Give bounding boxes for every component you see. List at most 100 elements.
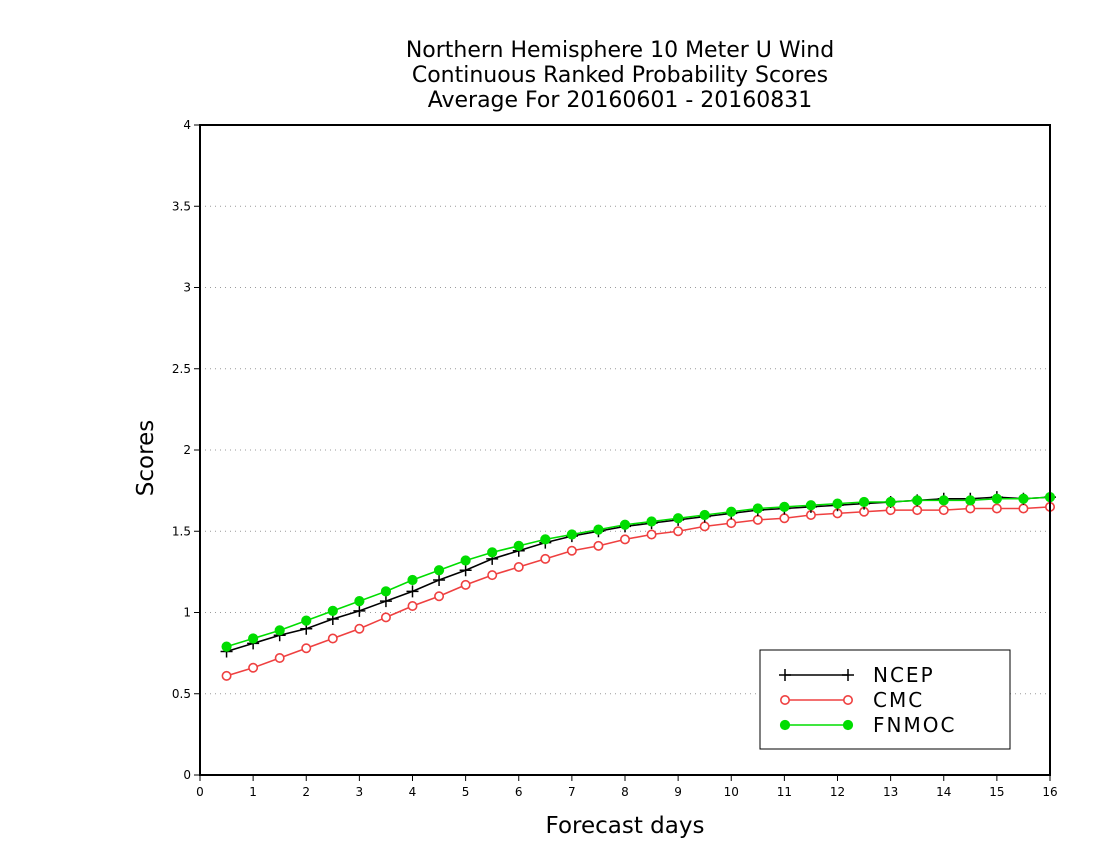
fnmoc-point <box>407 574 418 586</box>
cmc-point <box>779 513 790 524</box>
fnmoc-point <box>460 555 471 566</box>
x-tick-label: 6 <box>515 785 523 799</box>
x-tick-label: 5 <box>462 785 470 799</box>
x-tick-label: 16 <box>1042 785 1057 799</box>
x-tick-label: 11 <box>777 785 792 799</box>
x-tick-label: 1 <box>249 785 257 799</box>
x-tick-label: 2 <box>302 785 310 799</box>
ncep-point <box>406 585 419 598</box>
fnmoc-point <box>301 615 312 626</box>
cmc-point <box>938 505 949 516</box>
x-tick-label: 0 <box>196 785 204 799</box>
cmc-point <box>1018 503 1029 514</box>
y-tick-label: 3 <box>183 281 191 295</box>
x-axis-ticks: 0 1 2 3 4 5 6 7 8 9 10 11 12 13 14 15 16 <box>196 775 1058 799</box>
x-tick-label: 10 <box>724 785 739 799</box>
fnmoc-point <box>885 496 896 508</box>
y-axis-ticks: 0 0.5 1 1.5 2 2.5 3 3.5 4 <box>172 118 200 782</box>
x-tick-label: 7 <box>568 785 576 799</box>
fnmoc-point <box>513 540 524 551</box>
y-tick-label: 1 <box>183 606 191 620</box>
ncep-point <box>433 574 446 586</box>
cmc-point <box>434 591 445 602</box>
cmc-point <box>699 521 710 532</box>
x-tick-label: 8 <box>621 785 629 799</box>
legend-label-cmc: CMC <box>873 688 924 712</box>
cmc-point <box>646 529 657 540</box>
y-tick-label: 2.5 <box>172 362 191 376</box>
cmc-point <box>540 553 551 564</box>
fnmoc-point <box>327 605 338 616</box>
x-tick-label: 3 <box>356 785 364 799</box>
fnmoc-point <box>380 586 392 597</box>
fnmoc-point <box>858 496 870 508</box>
series-cmc <box>221 501 1056 681</box>
fnmoc-point <box>646 516 657 527</box>
x-tick-label: 14 <box>936 785 951 799</box>
fnmoc-point <box>726 506 737 517</box>
fnmoc-point <box>699 509 710 521</box>
fnmoc-line <box>226 496 1051 648</box>
ncep-point <box>353 604 366 617</box>
ncep-point <box>379 595 392 608</box>
x-tick-label: 4 <box>409 785 417 799</box>
title-line-2: Continuous Ranked Probability Scores <box>411 63 829 88</box>
legend-label-fnmoc: FNMOC <box>873 713 956 737</box>
fnmoc-point <box>1018 493 1029 504</box>
x-tick-label: 9 <box>674 785 682 799</box>
legend-marker <box>779 694 790 705</box>
cmc-point <box>965 503 976 514</box>
fnmoc-point <box>965 495 976 506</box>
fnmoc-point <box>779 501 790 512</box>
legend-marker <box>842 669 854 681</box>
fnmoc-point <box>566 529 577 540</box>
y-tick-label: 2 <box>183 443 191 457</box>
fnmoc-point <box>433 565 445 576</box>
fnmoc-point <box>912 495 923 506</box>
cmc-point <box>593 540 604 551</box>
y-tick-label: 0 <box>183 768 191 782</box>
x-tick-label: 12 <box>830 785 845 799</box>
legend-item-cmc: CMC <box>779 688 924 712</box>
cmc-point <box>221 670 232 681</box>
legend-item-fnmoc: FNMOC <box>779 713 956 737</box>
legend-marker <box>842 719 854 731</box>
legend-marker <box>779 669 791 681</box>
cmc-point <box>380 612 391 623</box>
fnmoc-point <box>832 498 843 509</box>
cmc-point <box>673 526 684 537</box>
cmc-point <box>274 652 285 663</box>
fnmoc-point <box>221 641 232 652</box>
x-axis-title: Forecast days <box>546 813 705 839</box>
cmc-point <box>991 503 1002 514</box>
fnmoc-point <box>540 534 551 545</box>
fnmoc-point <box>619 519 631 530</box>
legend-item-ncep: NCEP <box>779 663 933 687</box>
legend-marker <box>779 719 791 731</box>
series-fnmoc <box>221 492 1056 652</box>
cmc-point <box>301 643 312 654</box>
fnmoc-point <box>938 495 949 506</box>
cmc-point <box>327 633 338 644</box>
cmc-point <box>726 518 737 529</box>
fnmoc-point <box>487 547 498 558</box>
cmc-point <box>513 561 524 572</box>
grid-lines <box>200 124 1050 695</box>
fnmoc-point <box>991 493 1002 504</box>
fnmoc-point <box>805 500 817 511</box>
ncep-line <box>226 496 1051 653</box>
cmc-point <box>487 570 498 581</box>
cmc-point <box>912 505 923 516</box>
cmc-point <box>407 600 418 611</box>
cmc-point <box>619 534 630 545</box>
x-tick-label: 15 <box>989 785 1004 799</box>
fnmoc-point <box>354 596 365 607</box>
y-tick-label: 4 <box>183 118 191 132</box>
cmc-point <box>354 623 365 634</box>
fnmoc-point <box>752 503 763 514</box>
fnmoc-point <box>248 633 259 644</box>
y-axis-title: Scores <box>133 420 159 496</box>
cmc-point <box>248 662 259 673</box>
